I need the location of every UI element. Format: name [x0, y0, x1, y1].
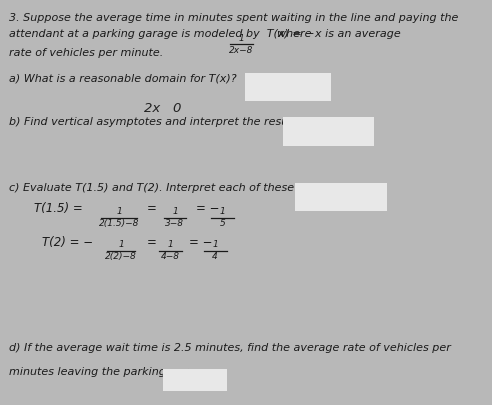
Text: 2x   0: 2x 0	[144, 102, 181, 115]
FancyBboxPatch shape	[246, 73, 331, 101]
Text: where x is an average: where x is an average	[270, 29, 400, 39]
FancyBboxPatch shape	[295, 183, 387, 211]
Text: 1: 1	[168, 241, 174, 249]
Text: 2(1.5)−8: 2(1.5)−8	[99, 219, 139, 228]
Text: 4: 4	[213, 252, 218, 261]
Text: d) If the average wait time is 2.5 minutes, find the average rate of vehicles pe: d) If the average wait time is 2.5 minut…	[9, 343, 451, 353]
Text: a) What is a reasonable domain for T(x)?: a) What is a reasonable domain for T(x)?	[9, 73, 237, 83]
Text: 1: 1	[172, 207, 178, 216]
Text: 3. Suppose the average time in minutes spent waiting in the line and paying the: 3. Suppose the average time in minutes s…	[9, 13, 459, 23]
Text: 1: 1	[213, 241, 218, 249]
Text: =: =	[147, 202, 156, 215]
Text: = −: = −	[196, 202, 219, 215]
Text: 1: 1	[239, 34, 244, 43]
Text: 5: 5	[220, 219, 225, 228]
Text: T(2) = −: T(2) = −	[42, 236, 93, 249]
Text: 2x−8: 2x−8	[229, 46, 253, 55]
Text: 1: 1	[220, 207, 225, 216]
FancyBboxPatch shape	[283, 117, 374, 146]
Text: 2(2)−8: 2(2)−8	[105, 252, 137, 261]
Text: 3−8: 3−8	[165, 219, 184, 228]
Text: b) Find vertical asymptotes and interpret the result?: b) Find vertical asymptotes and interpre…	[9, 117, 302, 127]
Text: 1: 1	[118, 241, 124, 249]
Text: c) Evaluate T(1.5) and T(2). Interpret each of these results.: c) Evaluate T(1.5) and T(2). Interpret e…	[9, 183, 338, 193]
FancyBboxPatch shape	[162, 369, 227, 391]
Text: =: =	[147, 236, 156, 249]
Text: = −: = −	[189, 236, 213, 249]
Text: T(1.5) =: T(1.5) =	[34, 202, 83, 215]
Text: 4−8: 4−8	[161, 252, 180, 261]
Text: 1: 1	[116, 207, 122, 216]
Text: rate of vehicles per minute.: rate of vehicles per minute.	[9, 48, 163, 58]
Text: minutes leaving the parking garage.: minutes leaving the parking garage.	[9, 367, 213, 377]
Text: attendant at a parking garage is modeled by  T(x) = −: attendant at a parking garage is modeled…	[9, 29, 314, 39]
